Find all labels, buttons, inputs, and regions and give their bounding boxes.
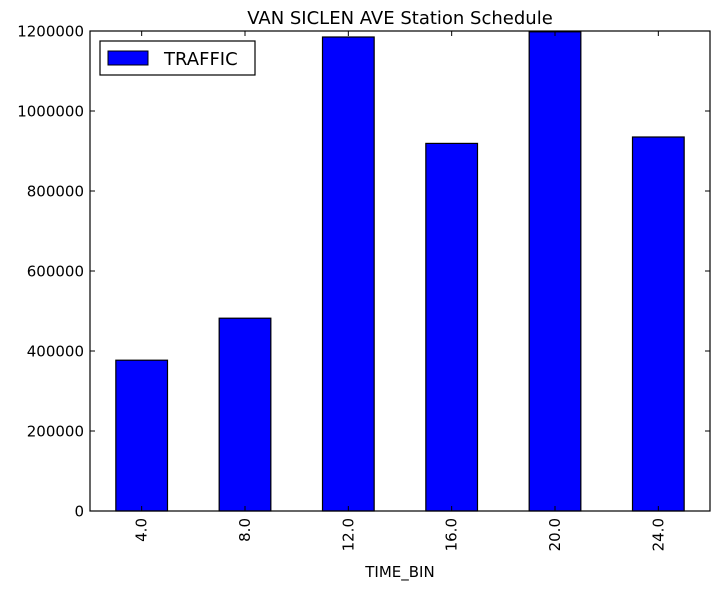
bar-16.0 [425, 142, 479, 512]
plot-area: 4.0 8.0 12.0 16.0 20.0 24.0 0 200000 400000 60000… [17, 23, 711, 551]
y-tick-label: 800000 [27, 183, 84, 201]
x-tick-label: 16.0 [443, 518, 461, 551]
y-tick-label: 600000 [27, 263, 84, 281]
x-tick-label: 12.0 [339, 518, 357, 551]
y-tick-label: 0 [74, 503, 84, 521]
y-tick-label: 1000000 [17, 103, 84, 121]
x-tick-label: 20.0 [546, 518, 564, 551]
bar-20.0 [528, 31, 582, 512]
y-tick-label: 1200000 [17, 23, 84, 41]
plot-frame [89, 30, 711, 512]
x-tick-label: 8.0 [236, 518, 254, 542]
bar-8.0 [218, 317, 272, 512]
legend-swatch-traffic [107, 50, 149, 66]
y-tick-label: 400000 [27, 343, 84, 361]
y-tick-label: 200000 [27, 423, 84, 441]
x-axis-label: TIME_BIN [364, 563, 434, 582]
legend-label-traffic: TRAFFIC [163, 49, 238, 70]
x-tick-label: 4.0 [133, 518, 151, 542]
x-tick-label: 24.0 [649, 518, 667, 551]
bar-24.0 [631, 136, 685, 512]
bar-12.0 [321, 36, 375, 512]
chart-title: VAN SICLEN AVE Station Schedule [247, 8, 553, 29]
bar-4.0 [115, 359, 169, 512]
